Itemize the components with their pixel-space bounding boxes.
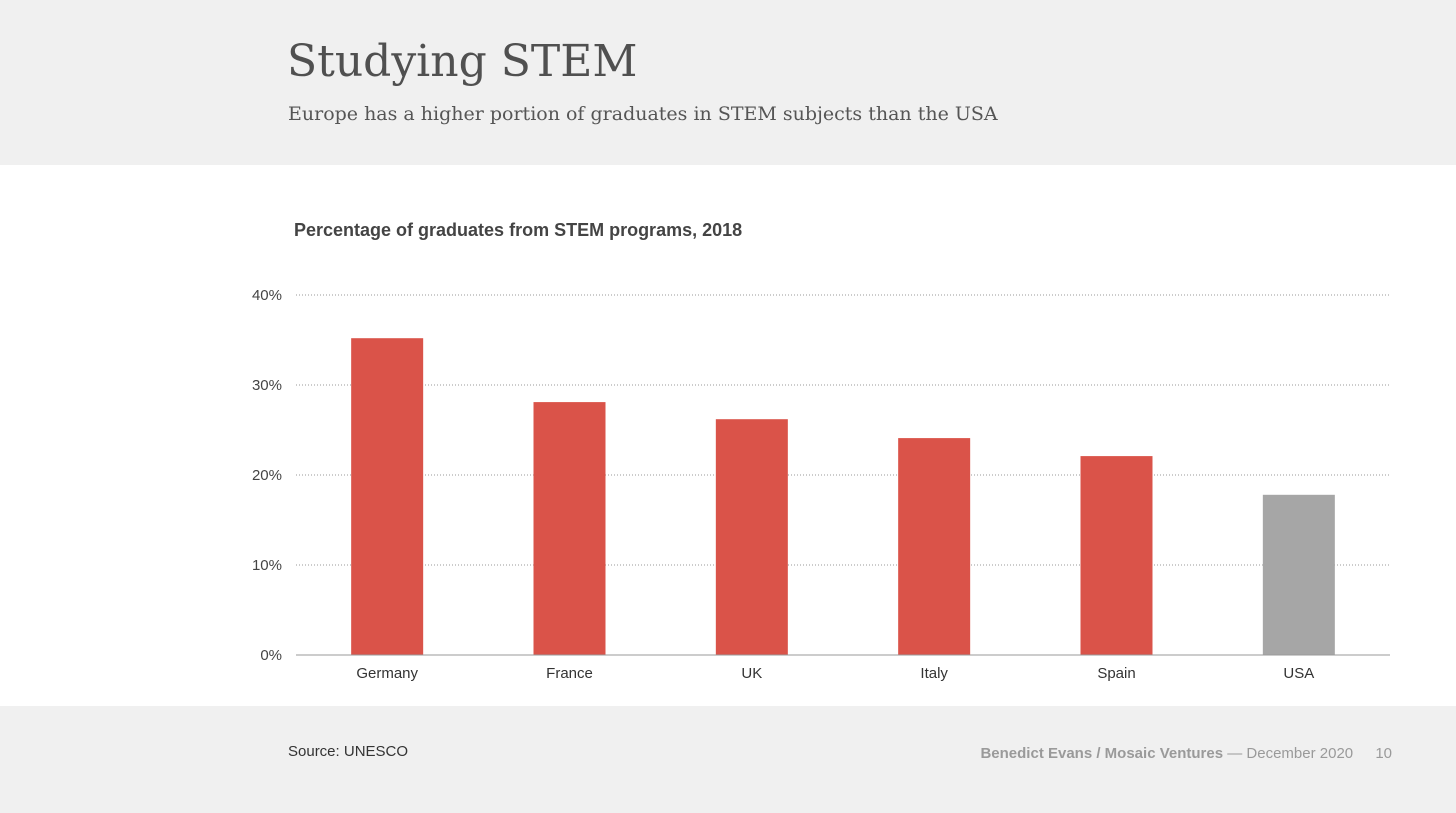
footer-band — [0, 706, 1456, 813]
y-tick-label: 10% — [252, 557, 282, 574]
slide-subtitle: Europe has a higher portion of graduates… — [288, 103, 998, 125]
x-tick-label: USA — [1283, 665, 1314, 682]
page-number: 10 — [1375, 745, 1392, 762]
credit-line: Benedict Evans / Mosaic Ventures — Decem… — [980, 745, 1392, 762]
bar-germany — [351, 338, 424, 655]
x-tick-label: France — [546, 665, 593, 682]
x-tick-label: Germany — [356, 665, 418, 682]
bar-uk — [715, 419, 788, 655]
y-tick-label: 20% — [252, 467, 282, 484]
bar-spain — [1080, 456, 1153, 655]
x-tick-label: UK — [741, 665, 762, 682]
source-note: Source: UNESCO — [288, 743, 409, 760]
date-label: — December 2020 — [1227, 745, 1354, 762]
chart-title: Percentage of graduates from STEM progra… — [294, 220, 743, 240]
bar-italy — [898, 438, 971, 655]
y-tick-label: 0% — [260, 647, 282, 664]
author-label: Benedict Evans / Mosaic Ventures — [980, 745, 1224, 762]
bar-usa — [1262, 494, 1335, 655]
x-tick-label: Spain — [1097, 665, 1135, 682]
bar-france — [533, 402, 606, 655]
header-band — [0, 0, 1456, 165]
x-tick-label: Italy — [920, 665, 948, 682]
slide-title: Studying STEM — [287, 36, 638, 87]
bar-chart: 0% 10% 20% 30% 40% Germany France UK Italy Spain U… — [252, 287, 1390, 682]
y-tick-label: 40% — [252, 287, 282, 304]
y-tick-label: 30% — [252, 377, 282, 394]
